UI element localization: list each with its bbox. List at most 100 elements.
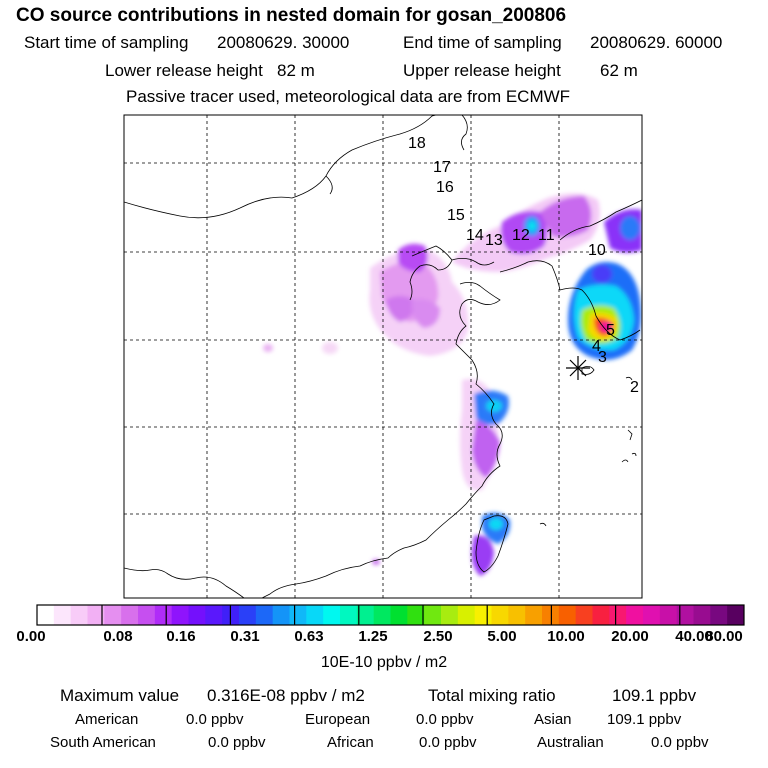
colorbar-frame: [36, 604, 745, 626]
colorbar-swatch: [373, 605, 391, 625]
lat-lon-gridlines: [124, 115, 642, 598]
colorbar-swatch: [188, 605, 206, 625]
colorbar-swatch: [525, 605, 543, 625]
colorbar-swatch: [659, 605, 678, 625]
region-asian-value: 109.1 ppbv: [607, 711, 682, 728]
colorbar-swatch: [37, 605, 55, 625]
trajectory-label-10: 10: [588, 242, 606, 259]
colorbar-tick-5: 1.25: [358, 628, 388, 645]
colorbar-swatch: [323, 605, 341, 625]
colorbar-swatch: [255, 605, 274, 625]
colorbar-swatch: [53, 605, 72, 625]
colorbar-tick-10: 40.00: [675, 628, 713, 645]
colorbar-swatch: [340, 605, 358, 625]
colorbar-swatch: [87, 605, 105, 625]
colorbar-swatch: [154, 605, 173, 625]
trajectory-label-17: 17: [433, 159, 451, 176]
colorbar-swatch: [289, 605, 307, 625]
region-african-label: African: [327, 734, 374, 751]
trajectory-label-15: 15: [447, 207, 465, 224]
region-south-american-label: South American: [50, 734, 156, 751]
trajectory-label-13: 13: [485, 232, 503, 249]
colorbar-swatch: [171, 605, 189, 625]
plot-title: CO source contributions in nested domain…: [16, 5, 567, 26]
colorbar-tick-1: 0.08: [103, 628, 133, 645]
trajectory-label-5: 5: [606, 322, 615, 339]
colorbar-swatch: [474, 605, 492, 625]
colorbar-swatch: [710, 605, 728, 625]
colorbar-tick-7: 5.00: [487, 628, 517, 645]
colorbar-swatch: [542, 605, 560, 625]
colorbar-swatch: [424, 605, 442, 625]
colorbar-swatch: [457, 605, 476, 625]
trajectory-label-3: 3: [598, 349, 607, 366]
region-african-value: 0.0 ppbv: [419, 734, 477, 751]
colorbar-swatch: [272, 605, 290, 625]
region-south-american-value: 0.0 ppbv: [208, 734, 266, 751]
trajectory-label-14: 14: [466, 227, 484, 244]
upper-release-value: 62 m: [600, 61, 638, 80]
region-asian-label: Asian: [534, 711, 572, 728]
colorbar-swatch: [390, 605, 408, 625]
colorbar-swatch: [138, 605, 156, 625]
end-time-label: End time of sampling: [403, 33, 562, 52]
colorbar-swatch: [239, 605, 257, 625]
start-time-value: 20080629. 30000: [217, 33, 350, 52]
colorbar: [37, 605, 745, 625]
colorbar-swatch: [441, 605, 459, 625]
colorbar-swatch: [676, 605, 694, 625]
colorbar-swatch: [407, 605, 425, 625]
end-time-value: 20080629. 60000: [590, 33, 723, 52]
colorbar-swatch: [727, 605, 745, 625]
lower-release-value: 82 m: [277, 61, 315, 80]
tracer-note: Passive tracer used, meteorological data…: [126, 87, 571, 106]
colorbar-units: 10E-10 ppbv / m2: [320, 654, 448, 671]
total-mixing-label: Total mixing ratio: [428, 686, 556, 705]
colorbar-swatch: [575, 605, 593, 625]
trajectory-label-18: 18: [408, 135, 426, 152]
trajectory-label-16: 16: [436, 179, 454, 196]
trajectory-label-11: 11: [538, 227, 555, 244]
colorbar-swatch: [558, 605, 577, 625]
colorbar-tick-9: 20.00: [611, 628, 649, 645]
trajectory-label-4: 4: [592, 338, 601, 355]
colorbar-swatch: [592, 605, 610, 625]
start-time-label: Start time of sampling: [24, 33, 189, 52]
colorbar-swatch: [626, 605, 644, 625]
concentration-plumes: [263, 193, 642, 576]
colorbar-tick-3: 0.31: [230, 628, 260, 645]
colorbar-tick-8: 10.00: [547, 628, 585, 645]
total-mixing-value: 109.1 ppbv: [612, 686, 697, 705]
region-american-value: 0.0 ppbv: [186, 711, 244, 728]
colorbar-swatch: [104, 605, 122, 625]
region-australian-value: 0.0 ppbv: [651, 734, 709, 751]
colorbar-swatch: [70, 605, 88, 625]
colorbar-swatch: [306, 605, 324, 625]
colorbar-swatch: [205, 605, 223, 625]
upper-release-label: Upper release height: [403, 61, 561, 80]
trajectory-label-12: 12: [512, 227, 530, 244]
colorbar-tick-11: 80.00: [705, 628, 743, 645]
colorbar-swatch: [121, 605, 139, 625]
colorbar-tick-6: 2.50: [423, 628, 453, 645]
coastlines: [124, 115, 642, 598]
colorbar-swatch: [356, 605, 375, 625]
colorbar-tick-2: 0.16: [166, 628, 196, 645]
region-european-label: European: [305, 711, 371, 728]
colorbar-tick-0: 0.00: [16, 628, 46, 645]
asterisk-receptor-icon: [566, 356, 590, 380]
max-value-label: Maximum value: [60, 686, 180, 705]
colorbar-swatch: [491, 605, 509, 625]
colorbar-swatch: [643, 605, 661, 625]
colorbar-swatch: [609, 605, 627, 625]
colorbar-swatch: [693, 605, 711, 625]
map-frame: [123, 114, 643, 599]
region-european-value: 0.0 ppbv: [416, 711, 474, 728]
region-american-label: American: [75, 711, 139, 728]
region-australian-label: Australian: [537, 734, 604, 751]
colorbar-tick-4: 0.63: [294, 628, 324, 645]
colorbar-swatch: [508, 605, 526, 625]
lower-release-label: Lower release height: [105, 61, 263, 80]
trajectory-label-2: 2: [630, 379, 639, 396]
